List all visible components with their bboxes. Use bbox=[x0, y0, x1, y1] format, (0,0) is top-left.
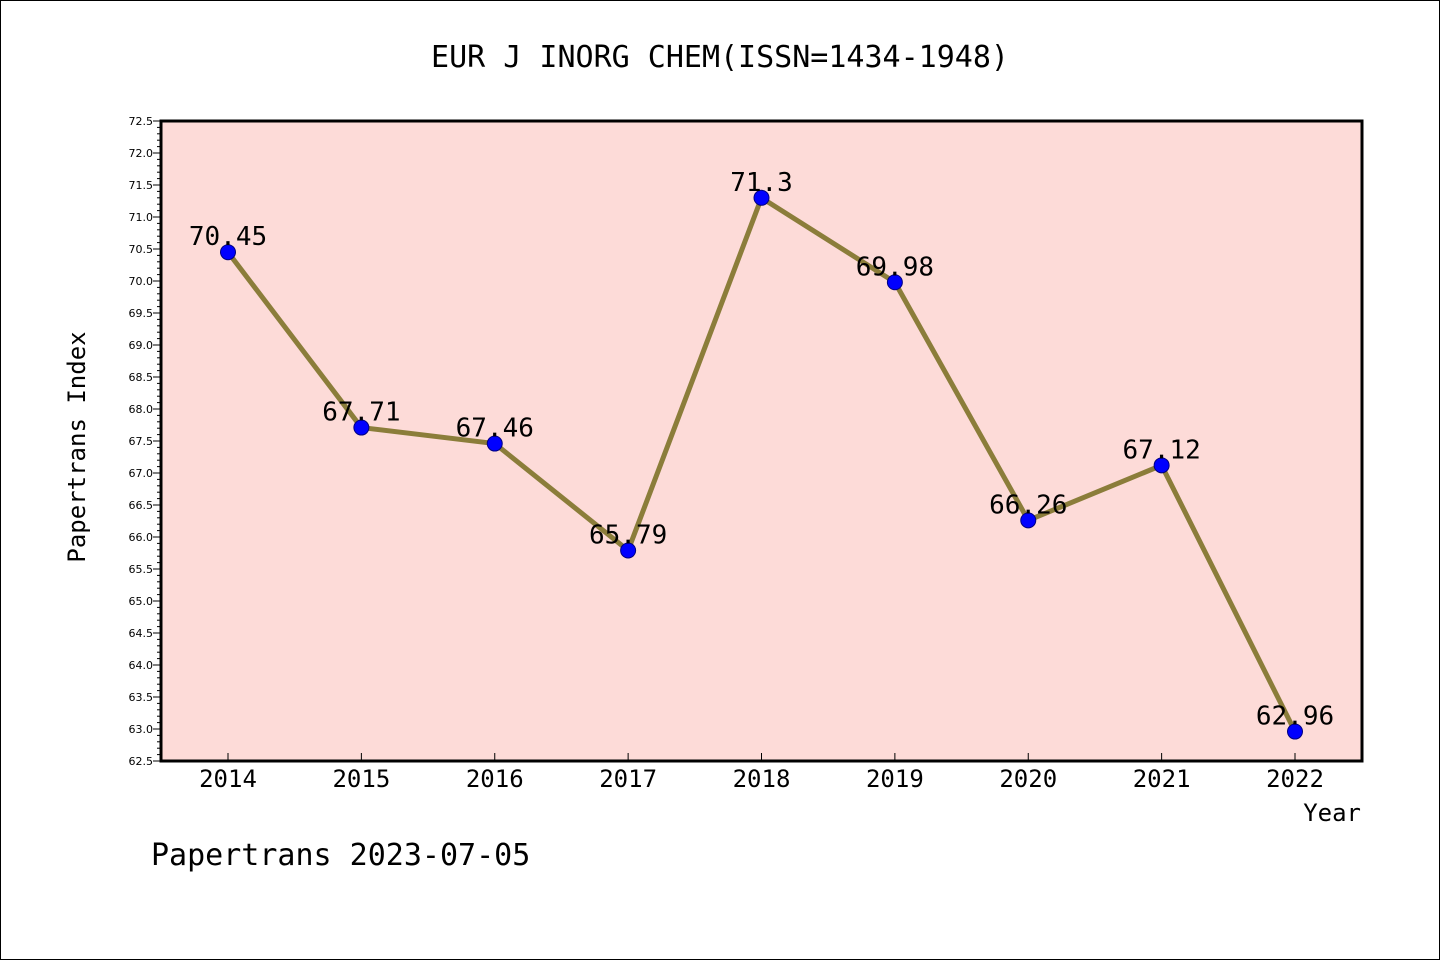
y-tick-label: 66.5 bbox=[129, 499, 154, 512]
x-tick-label: 2017 bbox=[599, 765, 657, 793]
x-tick-label: 2018 bbox=[733, 765, 791, 793]
x-tick-label: 2021 bbox=[1133, 765, 1191, 793]
y-tick-label: 70.5 bbox=[129, 243, 154, 256]
data-label: 65.79 bbox=[589, 520, 667, 550]
data-point bbox=[620, 542, 637, 559]
x-axis-label: Year bbox=[1303, 799, 1361, 827]
x-tick-label: 2019 bbox=[866, 765, 924, 793]
data-point bbox=[1153, 457, 1170, 474]
y-axis: 62.5 63.0 63.5 64.0 64.5 65.0 65.5 66.0 66.5 67.0… bbox=[129, 115, 161, 768]
y-tick-label: 72.0 bbox=[129, 147, 154, 160]
y-tick-label: 62.5 bbox=[129, 755, 154, 768]
y-tick-label: 72.5 bbox=[129, 115, 154, 128]
y-tick-label: 68.0 bbox=[129, 403, 154, 416]
y-tick-label: 67.5 bbox=[129, 435, 154, 448]
y-tick-label: 71.5 bbox=[129, 179, 154, 192]
series-papertrans-index: 70.45 67.71 67.46 65.79 71.3 69.98 66.26 67.12 6… bbox=[189, 168, 1334, 740]
y-tick-label: 63.0 bbox=[129, 723, 154, 736]
data-label: 67.12 bbox=[1122, 435, 1200, 465]
data-label: 62.96 bbox=[1256, 702, 1334, 732]
data-label: 71.3 bbox=[730, 168, 793, 198]
y-tick-label: 65.5 bbox=[129, 563, 154, 576]
data-point bbox=[220, 244, 236, 261]
data-label: 67.46 bbox=[456, 414, 534, 444]
y-tick-label: 71.0 bbox=[129, 211, 154, 224]
y-tick-label: 67.0 bbox=[129, 467, 154, 480]
y-tick-label: 69.0 bbox=[129, 339, 154, 352]
y-tick-label: 65.0 bbox=[129, 595, 154, 608]
y-tick-label: 69.5 bbox=[129, 307, 154, 320]
y-axis-label: Papertrans Index bbox=[63, 331, 91, 562]
data-label: 69.98 bbox=[856, 252, 934, 282]
y-tick-label: 68.5 bbox=[129, 371, 154, 384]
x-axis: 2014 2015 2016 2017 2018 2019 2020 2021 2022 bbox=[199, 753, 1324, 793]
data-label: 67.71 bbox=[322, 398, 400, 428]
x-tick-label: 2014 bbox=[199, 765, 257, 793]
footer-date-stamp: Papertrans 2023-07-05 bbox=[151, 838, 530, 873]
data-point bbox=[353, 419, 370, 436]
y-tick-label: 64.5 bbox=[129, 627, 154, 640]
chart-title: EUR J INORG CHEM(ISSN=1434-1948) bbox=[431, 40, 1009, 75]
plot-area bbox=[159, 119, 1364, 763]
data-point bbox=[753, 189, 770, 206]
data-point bbox=[1020, 512, 1037, 529]
y-tick-label: 63.5 bbox=[129, 691, 154, 704]
y-tick-label: 70.0 bbox=[129, 275, 154, 288]
data-point bbox=[886, 274, 903, 291]
data-point bbox=[1287, 723, 1303, 740]
x-tick-label: 2020 bbox=[999, 765, 1057, 793]
x-tick-label: 2015 bbox=[332, 765, 390, 793]
x-tick-label: 2022 bbox=[1266, 765, 1324, 793]
data-label: 66.26 bbox=[989, 490, 1067, 520]
x-tick-label: 2016 bbox=[466, 765, 524, 793]
y-tick-label: 64.0 bbox=[129, 659, 154, 672]
y-tick-label: 66.0 bbox=[129, 531, 154, 544]
data-point bbox=[486, 435, 503, 452]
data-label: 70.45 bbox=[189, 222, 267, 252]
